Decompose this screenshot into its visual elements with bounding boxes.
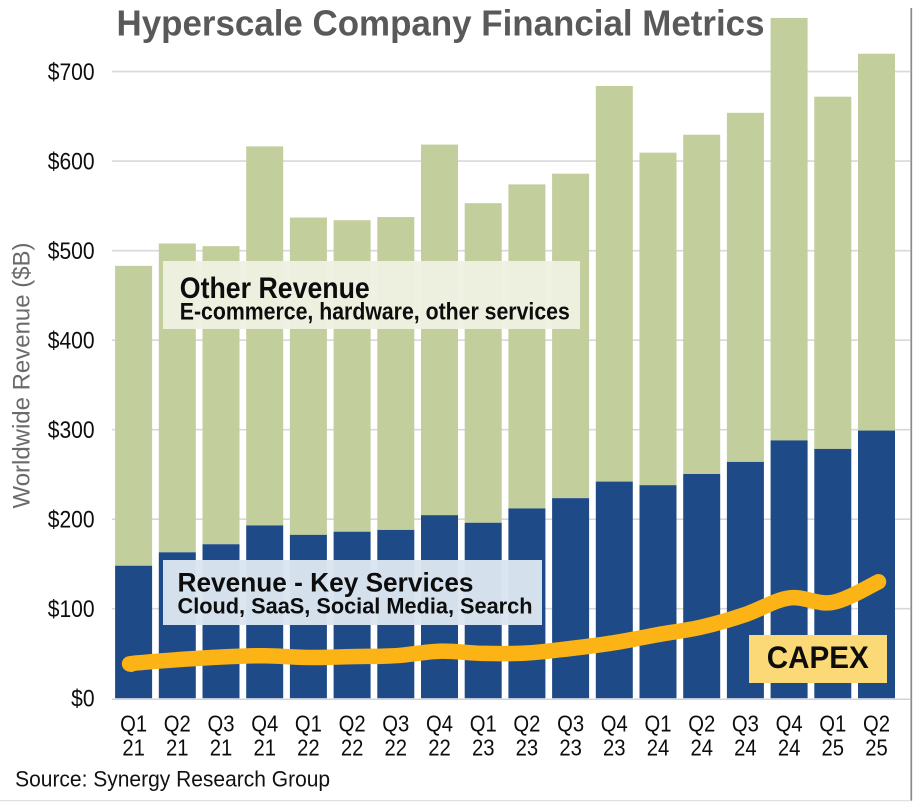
svg-text:Q1: Q1 — [645, 710, 672, 737]
svg-text:22: 22 — [385, 734, 408, 761]
svg-text:Hyperscale Company Financial M: Hyperscale Company Financial Metrics — [117, 3, 765, 44]
svg-text:24: 24 — [778, 734, 801, 761]
svg-text:Q3: Q3 — [732, 710, 759, 737]
svg-text:Q4: Q4 — [426, 710, 453, 737]
svg-text:Q2: Q2 — [688, 710, 715, 737]
svg-text:Q4: Q4 — [251, 710, 278, 737]
svg-text:24: 24 — [734, 734, 757, 761]
svg-text:25: 25 — [865, 734, 888, 761]
svg-text:24: 24 — [647, 734, 670, 761]
svg-text:Q1: Q1 — [120, 710, 147, 737]
svg-text:Cloud, SaaS, Social Media, Sea: Cloud, SaaS, Social Media, Search — [178, 594, 533, 619]
svg-text:$600: $600 — [48, 147, 95, 175]
svg-text:E-commerce, hardware, other se: E-commerce, hardware, other services — [180, 299, 570, 326]
svg-text:21: 21 — [253, 734, 276, 761]
svg-text:$100: $100 — [48, 595, 95, 623]
svg-text:Q4: Q4 — [776, 710, 803, 737]
svg-text:Q1: Q1 — [819, 710, 846, 737]
svg-text:Q2: Q2 — [863, 710, 890, 737]
svg-text:Q3: Q3 — [208, 710, 235, 737]
svg-text:Other Revenue: Other Revenue — [180, 272, 370, 305]
svg-text:22: 22 — [428, 734, 451, 761]
svg-text:23: 23 — [472, 734, 495, 761]
svg-text:25: 25 — [822, 734, 845, 761]
svg-text:Q3: Q3 — [557, 710, 584, 737]
svg-text:Q2: Q2 — [339, 710, 366, 737]
svg-text:Q4: Q4 — [601, 710, 628, 737]
svg-text:Q2: Q2 — [164, 710, 191, 737]
svg-text:23: 23 — [559, 734, 582, 761]
svg-text:21: 21 — [166, 734, 189, 761]
svg-text:$700: $700 — [48, 58, 95, 86]
svg-text:$200: $200 — [48, 505, 95, 533]
svg-text:24: 24 — [690, 734, 713, 761]
svg-text:21: 21 — [122, 734, 145, 761]
svg-text:Q2: Q2 — [513, 710, 540, 737]
svg-text:$500: $500 — [48, 237, 95, 265]
svg-text:$0: $0 — [71, 684, 94, 712]
svg-text:Source: Synergy Research Group: Source: Synergy Research Group — [15, 767, 330, 792]
svg-text:Q1: Q1 — [470, 710, 497, 737]
svg-text:Worldwide Revenue ($B): Worldwide Revenue ($B) — [9, 243, 36, 509]
svg-text:Revenue - Key Services: Revenue - Key Services — [178, 568, 474, 598]
svg-text:Q1: Q1 — [295, 710, 322, 737]
svg-text:23: 23 — [516, 734, 539, 761]
svg-text:22: 22 — [297, 734, 320, 761]
svg-text:Q3: Q3 — [382, 710, 409, 737]
svg-text:CAPEX: CAPEX — [767, 639, 869, 675]
svg-text:22: 22 — [341, 734, 364, 761]
svg-text:$300: $300 — [48, 416, 95, 444]
svg-text:21: 21 — [210, 734, 233, 761]
svg-text:23: 23 — [603, 734, 626, 761]
svg-text:$400: $400 — [48, 326, 95, 354]
